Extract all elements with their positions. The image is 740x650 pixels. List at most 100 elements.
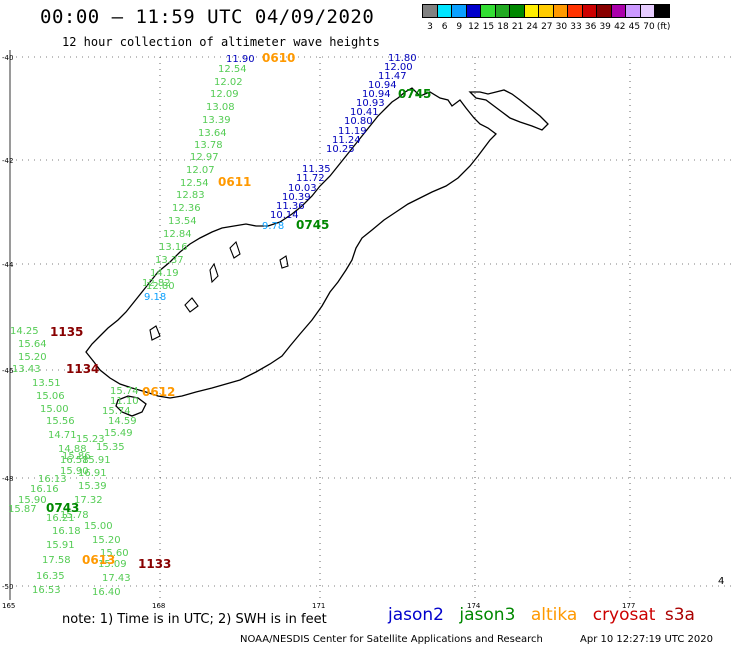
lat-label: -48 — [2, 475, 13, 483]
lat-label: -44 — [2, 261, 14, 269]
swh-value-label: 10.80 — [344, 116, 373, 127]
pass-time-label: 0611 — [218, 175, 251, 189]
swh-value-label: 15.78 — [60, 510, 89, 521]
swh-value-label: 14.88 — [58, 444, 87, 455]
swh-value-label: 11.19 — [338, 126, 367, 137]
swh-value-label: 15.35 — [96, 442, 125, 453]
legend-label: 24 — [526, 22, 538, 32]
sat-altika: altika — [530, 605, 578, 625]
legend-label: 33 — [570, 22, 582, 32]
lon-label: 177 — [622, 602, 635, 610]
sat-cryosat: cryosat — [592, 605, 656, 625]
legend-color-scale — [422, 4, 670, 18]
swh-value-label: 17.58 — [42, 555, 71, 566]
swh-value-label: 12.82 — [142, 278, 171, 289]
lat-label: -46 — [2, 367, 14, 375]
pass-time-label: 0745 — [398, 87, 431, 101]
swh-value-label: 10.39 — [282, 192, 311, 203]
pass-time-label: 0745 — [296, 218, 329, 232]
map-subtitle: 12 hour collection of altimeter wave hei… — [62, 35, 380, 49]
pass-time-label: 0613 — [82, 553, 115, 567]
swh-value-label: 15.56 — [46, 416, 75, 427]
swh-value-label: 16.53 — [32, 585, 61, 596]
swh-value-label: 14.25 — [10, 326, 39, 337]
legend-swatch — [654, 4, 670, 18]
lat-label: -42 — [2, 157, 13, 165]
legend-label: 6 — [441, 22, 448, 32]
swh-value-label: 13.43 — [12, 364, 41, 375]
swh-value-label: 15.60 — [100, 548, 129, 559]
swh-value-label: 11.80 — [388, 53, 417, 64]
swh-value-label: 15.87 — [8, 504, 37, 515]
swh-value-label: 12.54 — [180, 178, 209, 189]
legend-label: 42 — [614, 22, 626, 32]
swh-value-label: 12.54 — [218, 64, 247, 75]
sat-jason2: jason2 — [388, 605, 444, 625]
pass-time-label: 0743 — [46, 501, 79, 515]
pass-time-label: 1133 — [138, 557, 171, 571]
swh-value-label: 14.71 — [48, 430, 77, 441]
credit-text: NOAA/NESDIS Center for Satellite Applica… — [240, 634, 543, 645]
swh-value-label: 15.20 — [92, 535, 121, 546]
color-legend: 3 6 9 12 15 18 21 24 27 30 33 36 39 42 45 70 (ft) — [422, 4, 670, 32]
legend-label: 30 — [555, 22, 568, 32]
legend-label: 3 — [427, 22, 433, 32]
swh-value-label: 11.47 — [378, 71, 407, 82]
swh-value-label: 10.94 — [368, 80, 397, 91]
swh-value-label: 13.78 — [194, 140, 223, 151]
swh-value-label: 13.39 — [202, 115, 231, 126]
swh-value-label: 14.19 — [150, 268, 179, 279]
swh-value-label: 15.91 — [82, 455, 111, 466]
swh-value-label: 16.58 — [60, 455, 89, 466]
swh-value-label: 15.39 — [78, 481, 107, 492]
swh-value-label: 13.54 — [168, 216, 197, 227]
legend-label: 39 — [599, 22, 611, 32]
swh-value-label: 15.74 — [102, 406, 131, 417]
swh-value-label: 15.86 — [62, 451, 91, 462]
lon-label: 165 — [2, 602, 15, 610]
swh-value-label: 12.83 — [176, 190, 205, 201]
swh-value-label: 13.16 — [159, 242, 188, 253]
swh-value-label: 11.10 — [110, 396, 139, 407]
swh-value-label: 15.06 — [36, 391, 65, 402]
pass-time-label: 1134 — [66, 362, 99, 376]
swh-value-label: 12.00 — [384, 62, 413, 73]
pass-time-label: 0610 — [262, 51, 295, 65]
swh-value-label: 15.00 — [84, 521, 113, 532]
swh-value-label: 15.90 — [60, 466, 89, 477]
swh-value-label: 15.20 — [18, 352, 47, 363]
swh-value-label: 11.90 — [226, 54, 255, 65]
swh-value-label: 11.36 — [276, 201, 305, 212]
swh-value-label: 9.78 — [262, 221, 284, 232]
legend-label: 21 — [511, 22, 524, 32]
lat-label: -40 — [2, 54, 13, 62]
swh-value-label: 13.51 — [32, 378, 61, 389]
swh-value-label: 11.24 — [332, 135, 361, 146]
swh-value-label: 16.40 — [92, 587, 121, 598]
swh-value-label: 16.21 — [46, 513, 75, 524]
swh-value-label: 9.18 — [144, 292, 166, 303]
timestamp-text: Apr 10 12:27:19 UTC 2020 — [580, 634, 713, 645]
swh-value-label: 15.64 — [18, 339, 47, 350]
swh-value-label: 16.91 — [78, 468, 107, 479]
swh-value-label: 12.07 — [186, 165, 215, 176]
pass-time-label: 0612 — [142, 385, 175, 399]
swh-value-label: 10.03 — [288, 183, 317, 194]
swh-value-label: 10.25 — [326, 144, 355, 155]
stewart-island-coastline — [115, 395, 147, 417]
swh-value-label: 15.49 — [104, 428, 133, 439]
swh-value-label: 13.08 — [206, 102, 235, 113]
swh-value-label: 16.18 — [52, 526, 81, 537]
swh-value-label: 12.80 — [146, 281, 175, 292]
lon-label: 171 — [312, 602, 325, 610]
swh-value-label: 15.00 — [40, 404, 69, 415]
legend-label: 27 — [541, 22, 553, 32]
swh-value-label: 11.72 — [296, 173, 325, 184]
legend-label: 15 — [482, 22, 495, 32]
swh-value-label: 15.91 — [46, 540, 75, 551]
swh-value-label: 12.09 — [210, 89, 239, 100]
swh-value-label: 16.16 — [30, 484, 59, 495]
lon-label: 168 — [152, 602, 165, 610]
map-marker-glyph: 4 — [718, 576, 724, 587]
